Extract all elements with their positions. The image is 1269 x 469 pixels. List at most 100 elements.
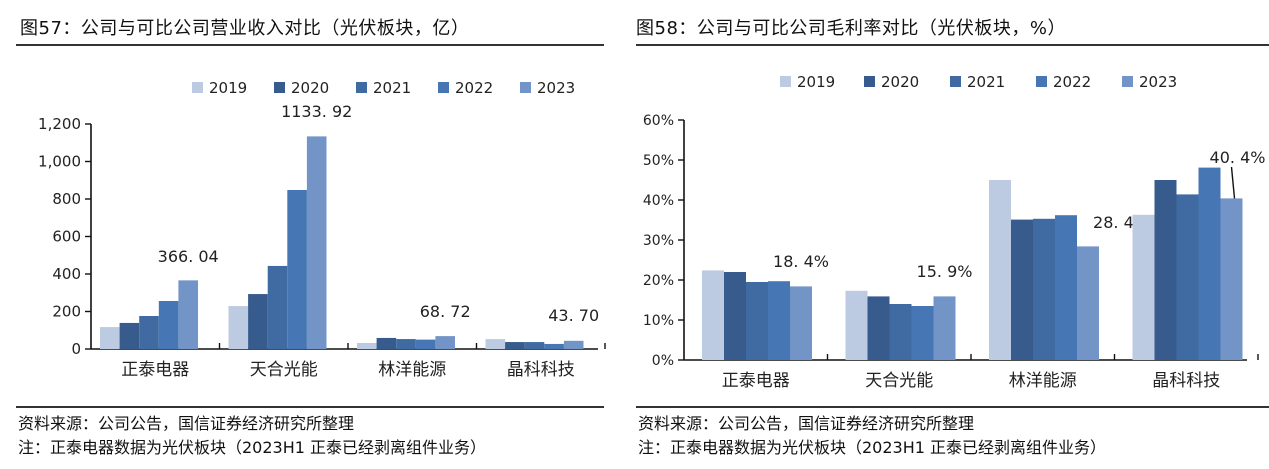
legend-swatch-2022 — [1036, 76, 1047, 87]
data-label-leader-line — [1230, 166, 1236, 199]
x-category-label: 林洋能源 — [378, 360, 446, 380]
bar-2023-0 — [790, 286, 812, 360]
legend-swatch-2020 — [274, 82, 285, 93]
bar-2020-2 — [376, 337, 397, 349]
x-category-label: 晶科科技 — [1152, 371, 1220, 391]
legend-label-2019: 2019 — [797, 73, 835, 91]
revenue-chart-panel: 图57：公司与可比公司营业收入对比（光伏板块，亿） 2019 2020 2021 20… — [0, 0, 620, 469]
chart-title: 图58：公司与可比公司毛利率对比（光伏板块，%） — [636, 18, 1067, 39]
revenue-chart: 2019 2020 2021 2022 2023 0 200 400 600 800 1,000 1,… — [38, 79, 606, 380]
bar-2019-1 — [228, 306, 249, 349]
legend-swatch-2023 — [1122, 76, 1133, 87]
y-tick-label: 50% — [643, 153, 674, 169]
bar-2022-2 — [1055, 215, 1077, 360]
bar-2021-0 — [139, 316, 159, 349]
y-tick-label: 10% — [643, 313, 674, 329]
bar-2021-1 — [267, 265, 288, 349]
data-label-2023: 1133. 92 — [281, 102, 352, 121]
y-tick-label: 0% — [652, 353, 674, 369]
bar-2023-2 — [435, 336, 455, 349]
bar-2022-0 — [158, 301, 179, 349]
bar-2019-0 — [100, 327, 120, 349]
legend-label-2020: 2020 — [881, 73, 919, 91]
legend-label-2022: 2022 — [1053, 73, 1091, 91]
data-label-2023: 43. 70 — [548, 306, 599, 325]
bar-2021-3 — [1176, 194, 1199, 360]
legend-swatch-2021 — [950, 76, 961, 87]
footer-divider — [636, 406, 1269, 408]
bar-2019-0 — [702, 270, 724, 360]
bar-2022-3 — [544, 343, 564, 349]
bar-2020-1 — [867, 296, 890, 360]
legend-swatch-2019 — [192, 82, 203, 93]
bar-2021-3 — [524, 342, 545, 349]
bar-2020-3 — [1154, 180, 1177, 360]
data-label-2023: 15. 9% — [917, 262, 973, 281]
y-tick-label: 0 — [71, 340, 81, 358]
y-tick-label: 800 — [52, 190, 81, 208]
bar-2019-3 — [485, 339, 506, 349]
bar-2020-2 — [1011, 219, 1033, 360]
chart-title: 图57：公司与可比公司营业收入对比（光伏板块，亿） — [20, 18, 470, 39]
bar-2020-0 — [724, 272, 746, 360]
x-category-label: 天合光能 — [250, 360, 318, 380]
legend-swatch-2021 — [356, 82, 367, 93]
y-tick-label: 400 — [52, 265, 81, 283]
bar-2023-2 — [1077, 246, 1099, 360]
y-tick-label: 600 — [52, 228, 81, 246]
bar-2021-1 — [889, 304, 912, 360]
legend-label-2023: 2023 — [537, 79, 575, 97]
bar-2023-3 — [1220, 198, 1243, 360]
title-divider — [636, 44, 1269, 46]
legend-label-2020: 2020 — [291, 79, 329, 97]
gross-margin-chart: 2019 2020 2021 2022 2023 0% 10% 20% 30% 40% 50% 60%… — [643, 73, 1266, 391]
legend-label-2023: 2023 — [1139, 73, 1177, 91]
y-tick-label: 60% — [643, 113, 674, 129]
bar-2022-3 — [1198, 167, 1221, 360]
bar-2019-1 — [845, 290, 868, 360]
bar-2021-0 — [746, 282, 768, 360]
data-label-2023: 40. 4% — [1210, 148, 1266, 167]
legend-label-2021: 2021 — [373, 79, 411, 97]
data-label-2023: 68. 72 — [420, 302, 471, 321]
footnote: 注：正泰电器数据为光伏板块（2023H1 正泰已经剥离组件业务） — [18, 438, 487, 457]
bar-2023-0 — [178, 280, 198, 349]
bar-2019-2 — [989, 180, 1011, 360]
source-note: 资料来源：公司公告，国信证券经济研究所整理 — [18, 414, 355, 433]
bar-2023-3 — [563, 340, 584, 349]
legend-label-2022: 2022 — [455, 79, 493, 97]
gross-margin-chart-panel: 图58：公司与可比公司毛利率对比（光伏板块，%） 2019 2020 2021 202… — [634, 0, 1269, 469]
x-category-label: 林洋能源 — [1009, 371, 1077, 391]
title-divider — [16, 44, 604, 46]
bar-2020-1 — [248, 294, 268, 349]
bar-2023-1 — [933, 296, 956, 360]
x-category-label: 正泰电器 — [121, 360, 189, 380]
bar-2022-0 — [768, 281, 790, 360]
x-category-label: 正泰电器 — [722, 371, 790, 391]
legend-swatch-2022 — [438, 82, 449, 93]
y-tick-label: 30% — [643, 233, 674, 249]
source-note: 资料来源：公司公告，国信证券经济研究所整理 — [638, 414, 975, 433]
bar-2020-0 — [119, 322, 140, 349]
y-tick-label: 40% — [643, 193, 674, 209]
y-tick-label: 20% — [643, 273, 674, 289]
legend-swatch-2020 — [864, 76, 875, 87]
bar-2022-2 — [415, 339, 436, 349]
bar-2022-1 — [287, 190, 307, 349]
y-tick-label: 1,200 — [38, 115, 81, 133]
legend-label-2021: 2021 — [967, 73, 1005, 91]
y-tick-label: 200 — [52, 303, 81, 321]
data-label-2023: 18. 4% — [773, 252, 829, 271]
bar-2021-2 — [1033, 218, 1055, 360]
footnote: 注：正泰电器数据为光伏板块（2023H1 正泰已经剥离组件业务） — [638, 438, 1107, 457]
legend-swatch-2023 — [520, 82, 531, 93]
legend-swatch-2019 — [780, 76, 791, 87]
data-label-2023: 366. 04 — [158, 247, 219, 266]
x-category-label: 天合光能 — [865, 371, 933, 391]
y-tick-label: 1,000 — [38, 153, 81, 171]
bar-2022-1 — [911, 306, 934, 360]
legend-label-2019: 2019 — [209, 79, 247, 97]
footer-divider — [16, 406, 604, 408]
bar-2019-2 — [357, 343, 377, 349]
bar-2019-3 — [1132, 214, 1155, 360]
